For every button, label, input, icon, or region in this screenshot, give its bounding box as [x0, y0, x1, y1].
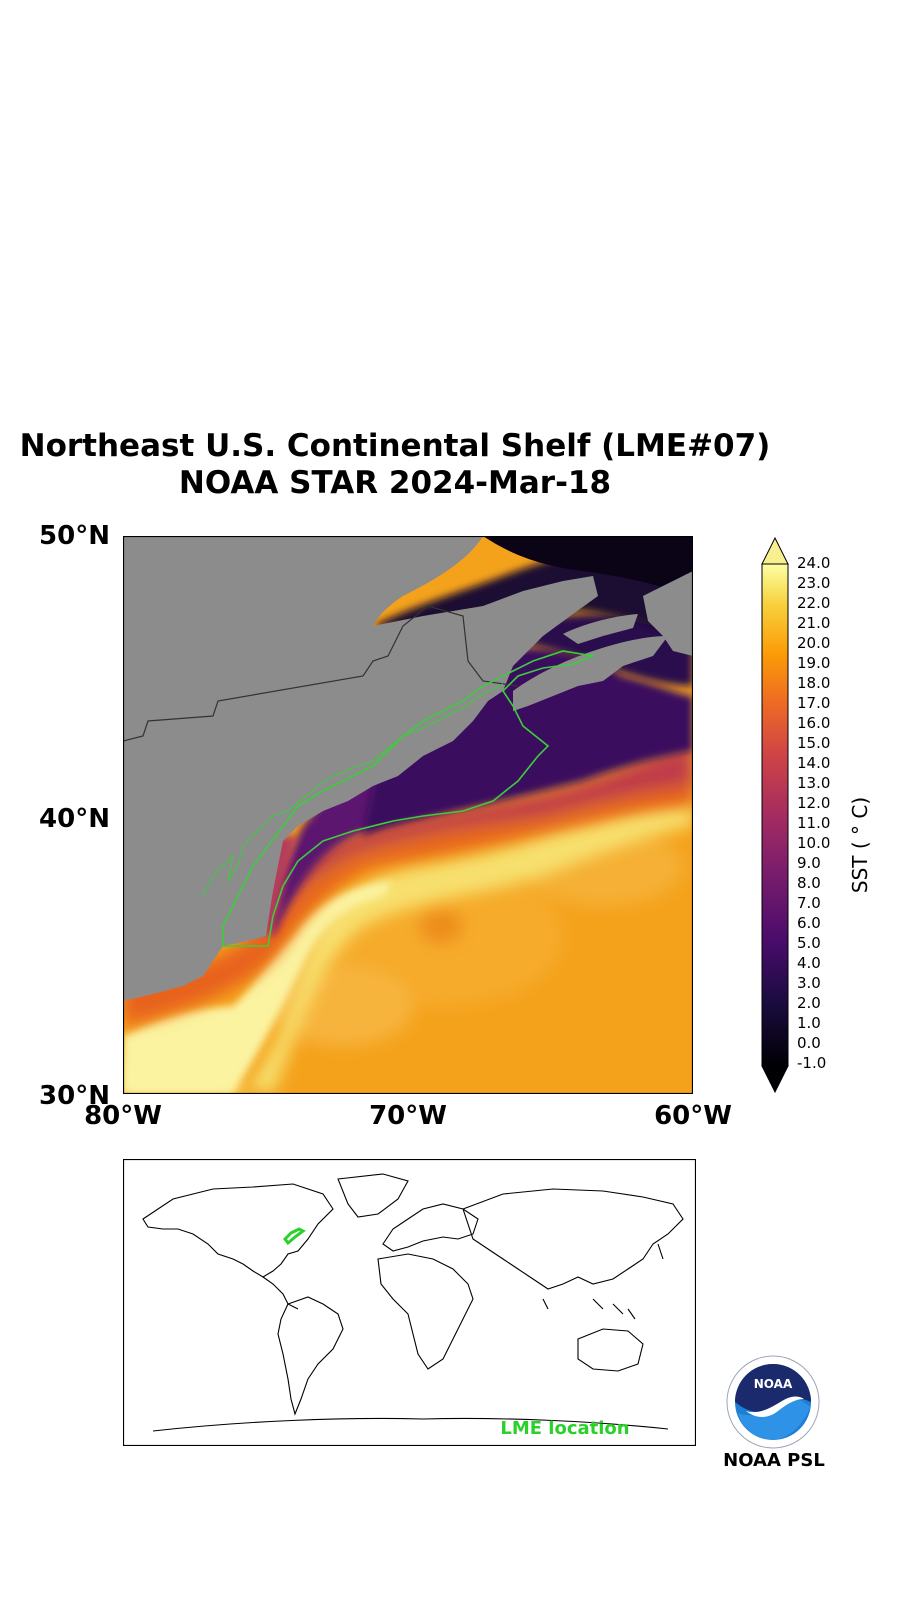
colorbar-tick-label: 8.0	[797, 874, 821, 892]
world-inset-map	[123, 1159, 696, 1446]
colorbar-tick-label: 23.0	[797, 574, 831, 592]
lat-label-30n: 30°N	[39, 1081, 110, 1111]
noaa-logo-icon: NOAA	[726, 1355, 820, 1449]
continent-antarctica	[152, 1417, 669, 1432]
colorbar-tick-label: -1.0	[797, 1054, 827, 1072]
colorbar-tick-label: 20.0	[797, 634, 831, 652]
colorbar-tick-label: 7.0	[797, 894, 821, 912]
colorbar-scale	[761, 563, 789, 1067]
slope-water	[123, 781, 693, 1026]
colorbar-tick-label: 0.0	[797, 1034, 821, 1052]
colorbar-tick-label: 16.0	[797, 714, 831, 732]
islands	[542, 1243, 664, 1320]
land-newfoundland	[643, 571, 693, 656]
colorbar-tick-label: 2.0	[797, 994, 821, 1012]
colorbar-tick-label: 24.0	[797, 554, 831, 572]
labrador-cold	[483, 536, 693, 596]
continent-south-america	[277, 1296, 344, 1416]
colorbar	[761, 536, 789, 1094]
land-mass	[123, 536, 598, 1001]
colorbar-tick-label: 21.0	[797, 614, 831, 632]
noaa-caption: NOAA PSL	[723, 1450, 825, 1471]
continent-greenland	[337, 1173, 409, 1218]
frontal-zone	[243, 746, 693, 936]
sst-map	[123, 536, 693, 1094]
lme-outline	[222, 650, 596, 947]
continent-africa	[377, 1253, 474, 1370]
lat-label-40n: 40°N	[39, 804, 110, 834]
noaa-logo-text: NOAA	[754, 1377, 793, 1391]
inset-label: LME location	[500, 1418, 630, 1439]
colorbar-tick-label: 19.0	[797, 654, 831, 672]
lat-label-50n: 50°N	[39, 521, 110, 551]
colorbar-tick-label: 9.0	[797, 854, 821, 872]
colorbar-tick-label: 15.0	[797, 734, 831, 752]
colorbar-tick-label: 3.0	[797, 974, 821, 992]
lme-coast-detail	[202, 683, 504, 897]
continent-central-america	[262, 1276, 299, 1310]
gulf-stream-core	[123, 881, 393, 1094]
colorbar-tick-label: 5.0	[797, 934, 821, 952]
colorbar-top-arrow	[761, 536, 789, 565]
colorbar-tick-label: 13.0	[797, 774, 831, 792]
colorbar-tick-label: 22.0	[797, 594, 831, 612]
warm-eddy	[419, 908, 463, 944]
colorbar-tick-label: 18.0	[797, 674, 831, 692]
colorbar-tick-label: 17.0	[797, 694, 831, 712]
colorbar-label: SST ( ° C)	[848, 796, 872, 894]
land-nova-scotia	[513, 636, 668, 711]
colorbar-tick-label: 1.0	[797, 1014, 821, 1032]
continent-europe	[382, 1203, 479, 1252]
colorbar-tick-label: 12.0	[797, 794, 831, 812]
gulf-stream	[123, 804, 693, 1094]
figure-title: Northeast U.S. Continental Shelf (LME#07…	[19, 428, 771, 464]
lon-label-80w: 80°W	[84, 1101, 162, 1131]
colorbar-tick-label: 14.0	[797, 754, 831, 772]
lon-label-70w: 70°W	[369, 1101, 447, 1131]
land-cape-breton	[563, 614, 638, 644]
continent-australia	[577, 1328, 644, 1372]
lon-label-60w: 60°W	[654, 1101, 732, 1131]
colorbar-tick-label: 11.0	[797, 814, 831, 832]
continent-asia	[462, 1188, 684, 1290]
colorbar-tick-label: 10.0	[797, 834, 831, 852]
colorbar-bottom-arrow	[761, 1065, 789, 1094]
colorbar-tick-label: 6.0	[797, 914, 821, 932]
lme-location-marker	[283, 1227, 306, 1246]
colorbar-tick-label: 4.0	[797, 954, 821, 972]
state-border	[123, 605, 519, 742]
continent-north-america	[142, 1183, 334, 1278]
figure-subtitle: NOAA STAR 2024-Mar-18	[178, 465, 612, 501]
